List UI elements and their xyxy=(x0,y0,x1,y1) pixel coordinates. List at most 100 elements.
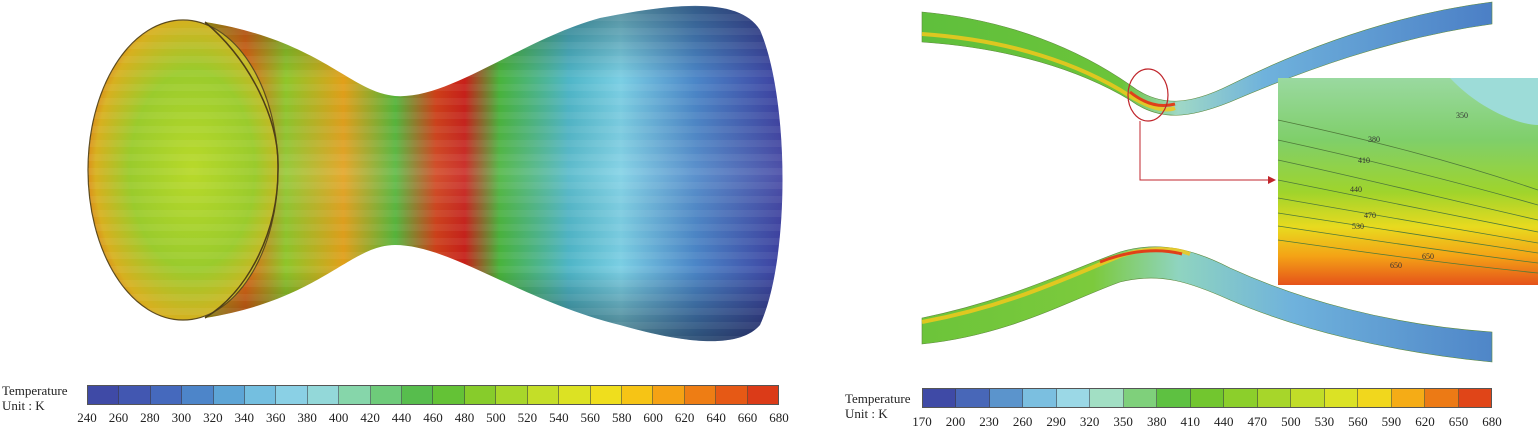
right-colorbar-tick-label: 290 xyxy=(1046,414,1066,429)
right-colorbar-segment xyxy=(1425,389,1459,407)
right-colorbar-tick-label: 380 xyxy=(1146,414,1167,429)
right-colorbar-tick-label: 680 xyxy=(1482,414,1502,429)
left-colorbar-segment xyxy=(245,386,277,404)
left-colorbar-tick-label: 260 xyxy=(108,410,129,425)
left-colorbar-tick-label: 460 xyxy=(423,410,443,425)
left-colorbar-segment xyxy=(339,386,371,404)
left-colorbar-segment xyxy=(590,386,622,404)
left-legend-unit: Unit : K xyxy=(2,398,45,413)
left-colorbar-segment xyxy=(653,386,685,404)
right-colorbar xyxy=(922,388,1492,408)
right-colorbar-segment xyxy=(1023,389,1057,407)
left-colorbar-tick-label: 380 xyxy=(297,410,317,425)
right-colorbar-tick-label: 200 xyxy=(945,414,966,429)
right-colorbar-segment xyxy=(1358,389,1392,407)
left-colorbar-tick-label: 520 xyxy=(517,410,538,425)
left-legend-label: Temperature xyxy=(2,383,68,398)
right-colorbar-segment xyxy=(1190,389,1225,407)
right-colorbar-tick-label: 230 xyxy=(979,414,999,429)
left-colorbar-segment xyxy=(684,386,717,404)
right-colorbar-tick-label: 530 xyxy=(1314,414,1335,429)
right-colorbar-tick-label: 500 xyxy=(1281,414,1301,429)
left-colorbar-tick-label: 560 xyxy=(580,410,601,425)
right-colorbar-segment xyxy=(1257,389,1292,407)
left-colorbar-segment xyxy=(370,386,403,404)
left-colorbar-tick-label: 580 xyxy=(611,410,632,425)
right-colorbar-tick-label: 320 xyxy=(1079,414,1100,429)
contour-label: 650 xyxy=(1390,261,1402,270)
contour-label: 470 xyxy=(1364,211,1376,220)
contour-label: 440 xyxy=(1350,185,1362,194)
right-colorbar-tick-label: 590 xyxy=(1381,414,1402,429)
right-colorbar-tick-label: 350 xyxy=(1113,414,1133,429)
left-colorbar xyxy=(87,385,779,405)
left-colorbar-tick-label: 340 xyxy=(234,410,255,425)
right-colorbar-segment xyxy=(1391,389,1426,407)
left-colorbar-tick-label: 440 xyxy=(391,410,412,425)
left-colorbar-segment xyxy=(307,386,340,404)
left-colorbar-tick-label: 420 xyxy=(360,410,380,425)
right-colorbar-tick-label: 440 xyxy=(1214,414,1234,429)
left-colorbar-segment xyxy=(182,386,214,404)
right-colorbar-segment xyxy=(923,389,957,407)
left-colorbar-tick-label: 400 xyxy=(328,410,349,425)
contour-label: 380 xyxy=(1368,135,1380,144)
right-colorbar-tick-label: 470 xyxy=(1247,414,1268,429)
left-colorbar-segment xyxy=(621,386,654,404)
right-colorbar-segment xyxy=(1224,389,1258,407)
right-colorbar-tick-label: 650 xyxy=(1448,414,1469,429)
right-colorbar-tick-label: 410 xyxy=(1180,414,1200,429)
contour-label: 650 xyxy=(1422,252,1434,261)
contour-section-render: 350 380 410 440 470 530 650 650 xyxy=(921,1,1538,363)
left-colorbar-tick-label: 620 xyxy=(674,410,695,425)
right-colorbar-ticks: 170 200 230 260 290 320 350 380 410 440 470 500 530 5… xyxy=(912,414,1502,430)
right-legend-label: Temperature xyxy=(845,391,911,406)
right-colorbar-tick-label: 620 xyxy=(1415,414,1435,429)
right-colorbar-segment xyxy=(1458,389,1491,407)
left-colorbar-tick-label: 680 xyxy=(769,410,789,425)
left-colorbar-tick-label: 480 xyxy=(454,410,475,425)
nozzle-3d-panel: Temperature Unit : K 240 260 280 300 320 340 3… xyxy=(2,5,789,426)
left-colorbar-segment xyxy=(747,386,778,404)
left-colorbar-segment xyxy=(496,386,528,404)
right-colorbar-tick-label: 560 xyxy=(1348,414,1368,429)
zoom-inset: 350 380 410 440 470 530 650 650 xyxy=(1277,78,1538,285)
right-colorbar-segment xyxy=(956,389,990,407)
contour-section-panel: 350 380 410 440 470 530 650 650 Temperat… xyxy=(830,0,1538,430)
right-colorbar-segment xyxy=(1123,389,1158,407)
nozzle-3d-render xyxy=(87,5,783,342)
left-colorbar-tick-label: 360 xyxy=(265,410,286,425)
right-legend-title: Temperature Unit : K xyxy=(845,391,911,421)
contour-label: 410 xyxy=(1358,156,1370,165)
right-colorbar-segment xyxy=(1157,389,1191,407)
left-colorbar-ticks: 240 260 280 300 320 340 360 380 400 420 440 460 480 5… xyxy=(77,410,789,426)
right-colorbar-segment xyxy=(989,389,1024,407)
lower-wall xyxy=(921,246,1493,363)
left-colorbar-segment xyxy=(150,386,183,404)
right-colorbar-segment xyxy=(1090,389,1124,407)
left-colorbar-segment xyxy=(213,386,246,404)
left-colorbar-segment xyxy=(464,386,497,404)
left-colorbar-segment xyxy=(433,386,465,404)
left-colorbar-tick-label: 660 xyxy=(737,410,758,425)
left-legend-title: Temperature Unit : K xyxy=(2,383,68,413)
left-colorbar-segment xyxy=(88,386,120,404)
left-colorbar-tick-label: 280 xyxy=(140,410,160,425)
right-colorbar-tick-label: 260 xyxy=(1012,414,1033,429)
left-colorbar-tick-label: 500 xyxy=(486,410,506,425)
right-colorbar-segment xyxy=(1291,389,1325,407)
left-colorbar-segment xyxy=(527,386,560,404)
zoom-connector xyxy=(1139,121,1270,181)
left-colorbar-tick-label: 300 xyxy=(171,410,192,425)
left-colorbar-segment xyxy=(119,386,151,404)
left-colorbar-segment xyxy=(716,386,748,404)
right-legend-unit: Unit : K xyxy=(845,406,888,421)
right-colorbar-segment xyxy=(1324,389,1359,407)
right-colorbar-tick-label: 170 xyxy=(912,414,932,429)
left-colorbar-segment xyxy=(276,386,308,404)
contour-label: 350 xyxy=(1456,111,1468,120)
left-colorbar-tick-label: 540 xyxy=(549,410,569,425)
left-colorbar-tick-label: 640 xyxy=(706,410,726,425)
hotspot-marker xyxy=(1127,68,1169,122)
left-colorbar-segment xyxy=(402,386,434,404)
